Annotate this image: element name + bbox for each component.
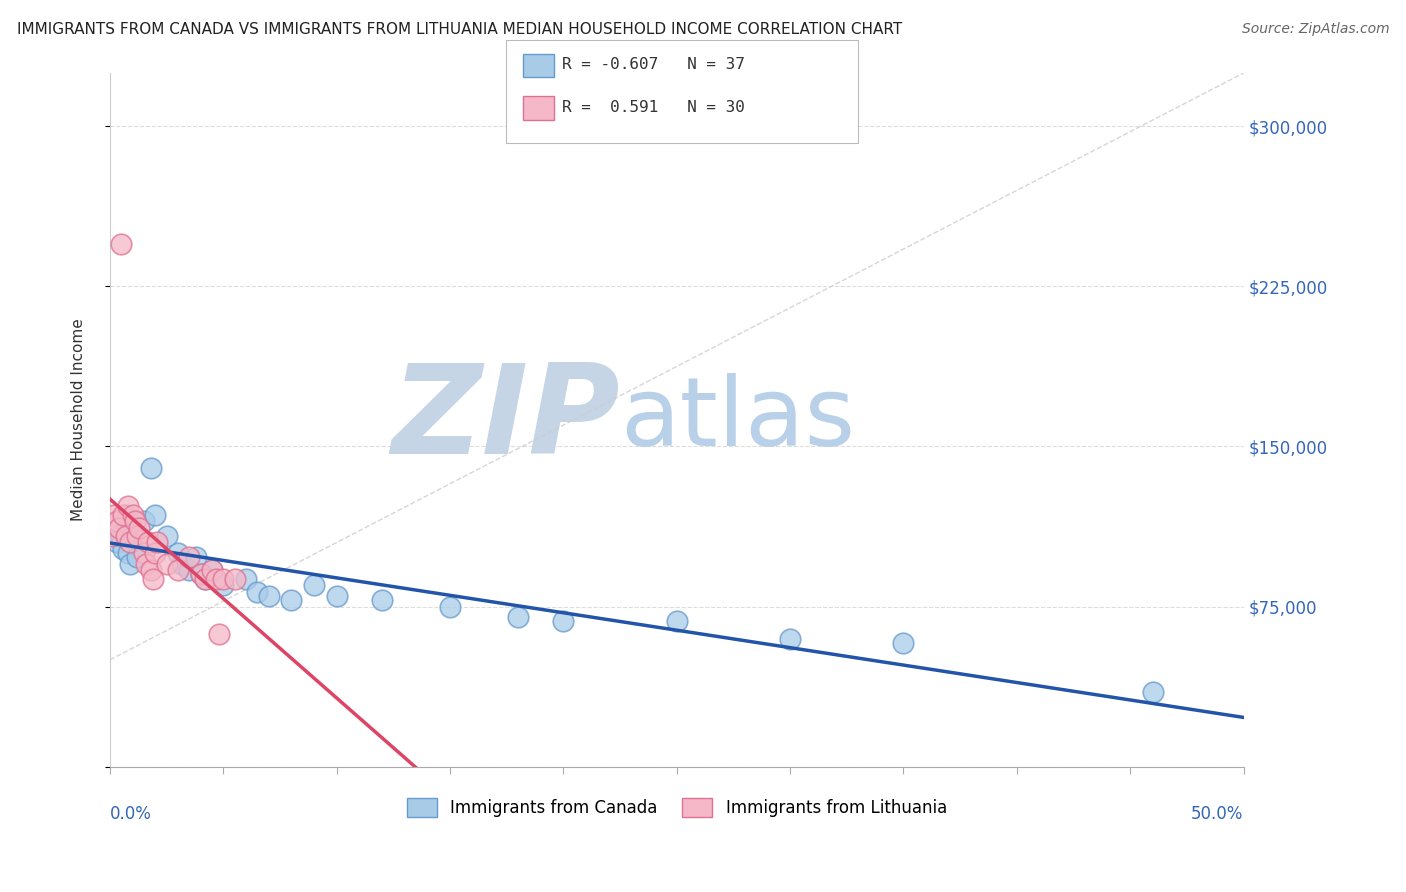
Immigrants from Canada [1142,685,1164,699]
Immigrants from Canada [246,584,269,599]
Immigrants from Canada [120,557,142,571]
Text: 50.0%: 50.0% [1191,805,1244,822]
Immigrants from Canada [101,524,124,539]
Immigrants from Canada [553,615,575,629]
Immigrants from Lithuania [101,529,124,543]
Text: 0.0%: 0.0% [110,805,152,822]
Immigrants from Canada [779,632,801,646]
Immigrants from Lithuania [155,557,177,571]
Immigrants from Canada [325,589,347,603]
Immigrants from Lithuania [224,572,246,586]
Immigrants from Lithuania [143,546,166,560]
Immigrants from Canada [108,514,131,528]
Immigrants from Canada [117,546,139,560]
Immigrants from Lithuania [201,563,224,577]
Immigrants from Lithuania [105,514,128,528]
Immigrants from Canada [125,550,148,565]
Immigrants from Canada [121,529,143,543]
Immigrants from Canada [167,546,190,560]
Immigrants from Lithuania [135,557,157,571]
Immigrants from Canada [112,541,135,556]
Immigrants from Canada [302,578,325,592]
Text: IMMIGRANTS FROM CANADA VS IMMIGRANTS FROM LITHUANIA MEDIAN HOUSEHOLD INCOME CORR: IMMIGRANTS FROM CANADA VS IMMIGRANTS FRO… [17,22,903,37]
Immigrants from Canada [280,593,302,607]
Immigrants from Canada [257,589,280,603]
Text: Source: ZipAtlas.com: Source: ZipAtlas.com [1241,22,1389,37]
Immigrants from Lithuania [120,535,142,549]
Immigrants from Lithuania [138,535,160,549]
Immigrants from Canada [114,508,136,522]
Immigrants from Canada [172,557,194,571]
Immigrants from Lithuania [117,499,139,513]
Immigrants from Canada [139,460,162,475]
Immigrants from Lithuania [146,535,169,549]
Text: R =  0.591   N = 30: R = 0.591 N = 30 [562,100,745,114]
Immigrants from Canada [194,572,217,586]
Immigrants from Lithuania [205,572,228,586]
Text: atlas: atlas [620,373,855,467]
Immigrants from Lithuania [121,508,143,522]
Immigrants from Canada [132,514,155,528]
Immigrants from Lithuania [142,572,165,586]
Immigrants from Canada [371,593,394,607]
Immigrants from Lithuania [179,550,201,565]
Immigrants from Canada [212,578,235,592]
Y-axis label: Median Household Income: Median Household Income [72,318,86,521]
Immigrants from Canada [103,520,125,534]
Text: ZIP: ZIP [391,359,620,480]
Immigrants from Canada [105,535,128,549]
Immigrants from Canada [439,599,461,614]
Immigrants from Lithuania [167,563,190,577]
Immigrants from Canada [155,529,177,543]
Text: R = -0.607   N = 37: R = -0.607 N = 37 [562,57,745,71]
Immigrants from Canada [179,563,201,577]
Immigrants from Lithuania [124,514,146,528]
Immigrants from Lithuania [194,572,217,586]
Immigrants from Lithuania [139,563,162,577]
Immigrants from Canada [506,610,529,624]
Immigrants from Canada [665,615,688,629]
Immigrants from Lithuania [108,520,131,534]
Immigrants from Lithuania [128,520,150,534]
Immigrants from Canada [893,636,915,650]
Immigrants from Canada [190,567,212,582]
Immigrants from Lithuania [112,508,135,522]
Immigrants from Canada [201,563,224,577]
Immigrants from Lithuania [125,529,148,543]
Immigrants from Canada [110,529,132,543]
Immigrants from Lithuania [208,627,231,641]
Immigrants from Lithuania [103,508,125,522]
Immigrants from Lithuania [190,567,212,582]
Immigrants from Lithuania [110,236,132,251]
Immigrants from Canada [235,572,257,586]
Immigrants from Canada [143,508,166,522]
Immigrants from Lithuania [132,546,155,560]
Immigrants from Canada [184,550,207,565]
Immigrants from Lithuania [212,572,235,586]
Immigrants from Lithuania [114,529,136,543]
Legend: Immigrants from Canada, Immigrants from Lithuania: Immigrants from Canada, Immigrants from … [399,791,953,824]
